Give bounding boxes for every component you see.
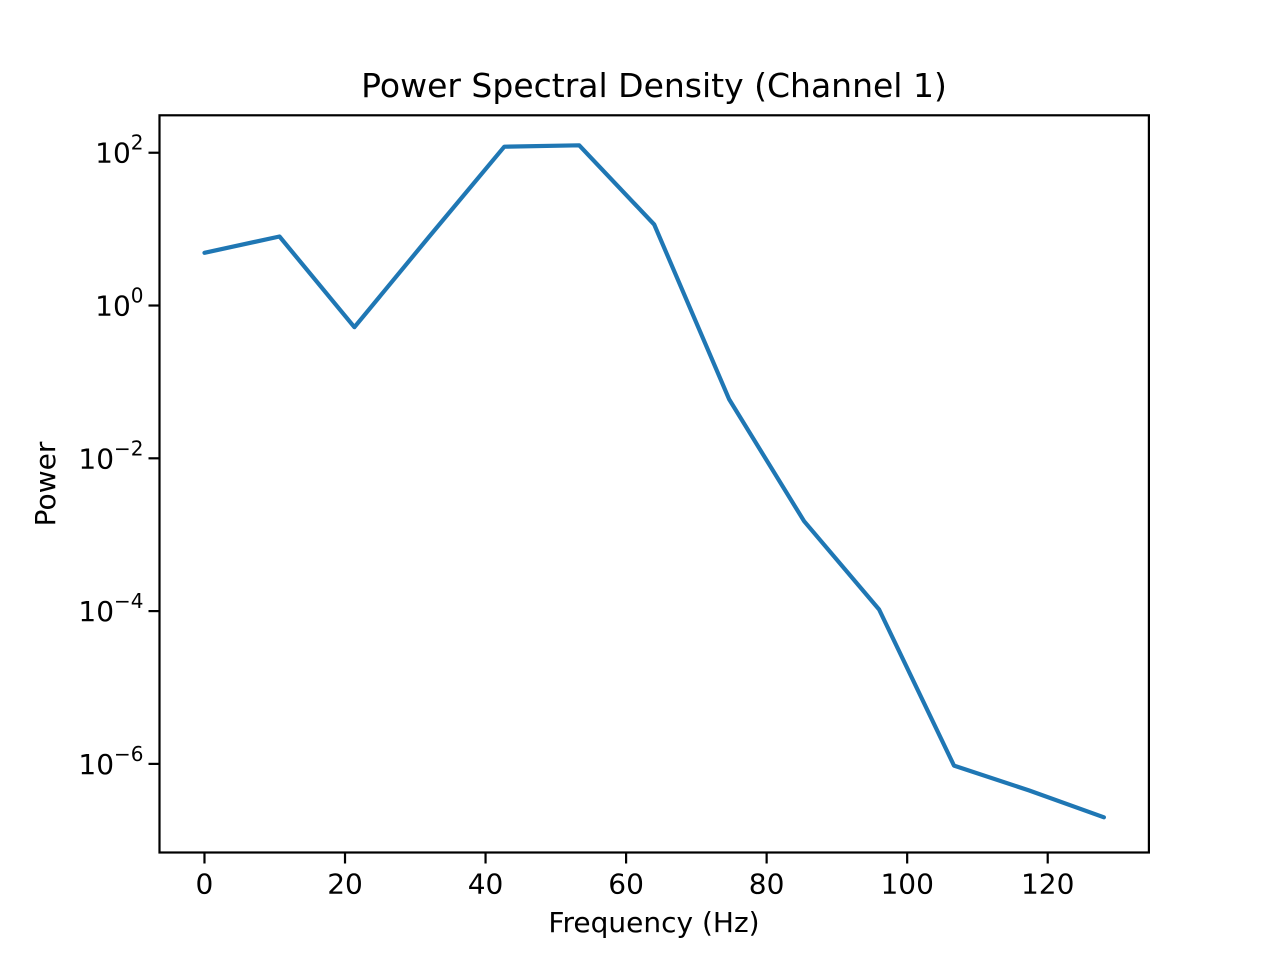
chart-title: Power Spectral Density (Channel 1) [361, 66, 947, 105]
psd-data-line [202, 143, 1107, 820]
y-axis-ticks: 102 100 10−2 10−4 10−6 [78, 131, 160, 781]
x-tick-label: 100 [880, 868, 933, 901]
y-tick-label: 100 [95, 284, 143, 323]
x-tick-label: 120 [1021, 868, 1074, 901]
x-tick-label: 60 [608, 868, 644, 901]
x-tick-label: 40 [468, 868, 504, 901]
x-axis-label: Frequency (Hz) [548, 906, 759, 939]
y-axis-label: Power [29, 441, 62, 526]
y-tick-label: 10−4 [78, 589, 143, 628]
plot-area [202, 143, 1107, 820]
x-tick-label: 0 [196, 868, 214, 901]
x-tick-label: 20 [327, 868, 363, 901]
axes-spines [158, 114, 1151, 854]
y-tick-label: 10−6 [78, 742, 143, 781]
x-tick-label: 80 [749, 868, 785, 901]
y-tick-label: 10−2 [78, 436, 143, 475]
y-tick-label: 102 [95, 131, 143, 170]
x-axis-ticks: 0 20 40 60 80 100 120 [196, 852, 1074, 901]
